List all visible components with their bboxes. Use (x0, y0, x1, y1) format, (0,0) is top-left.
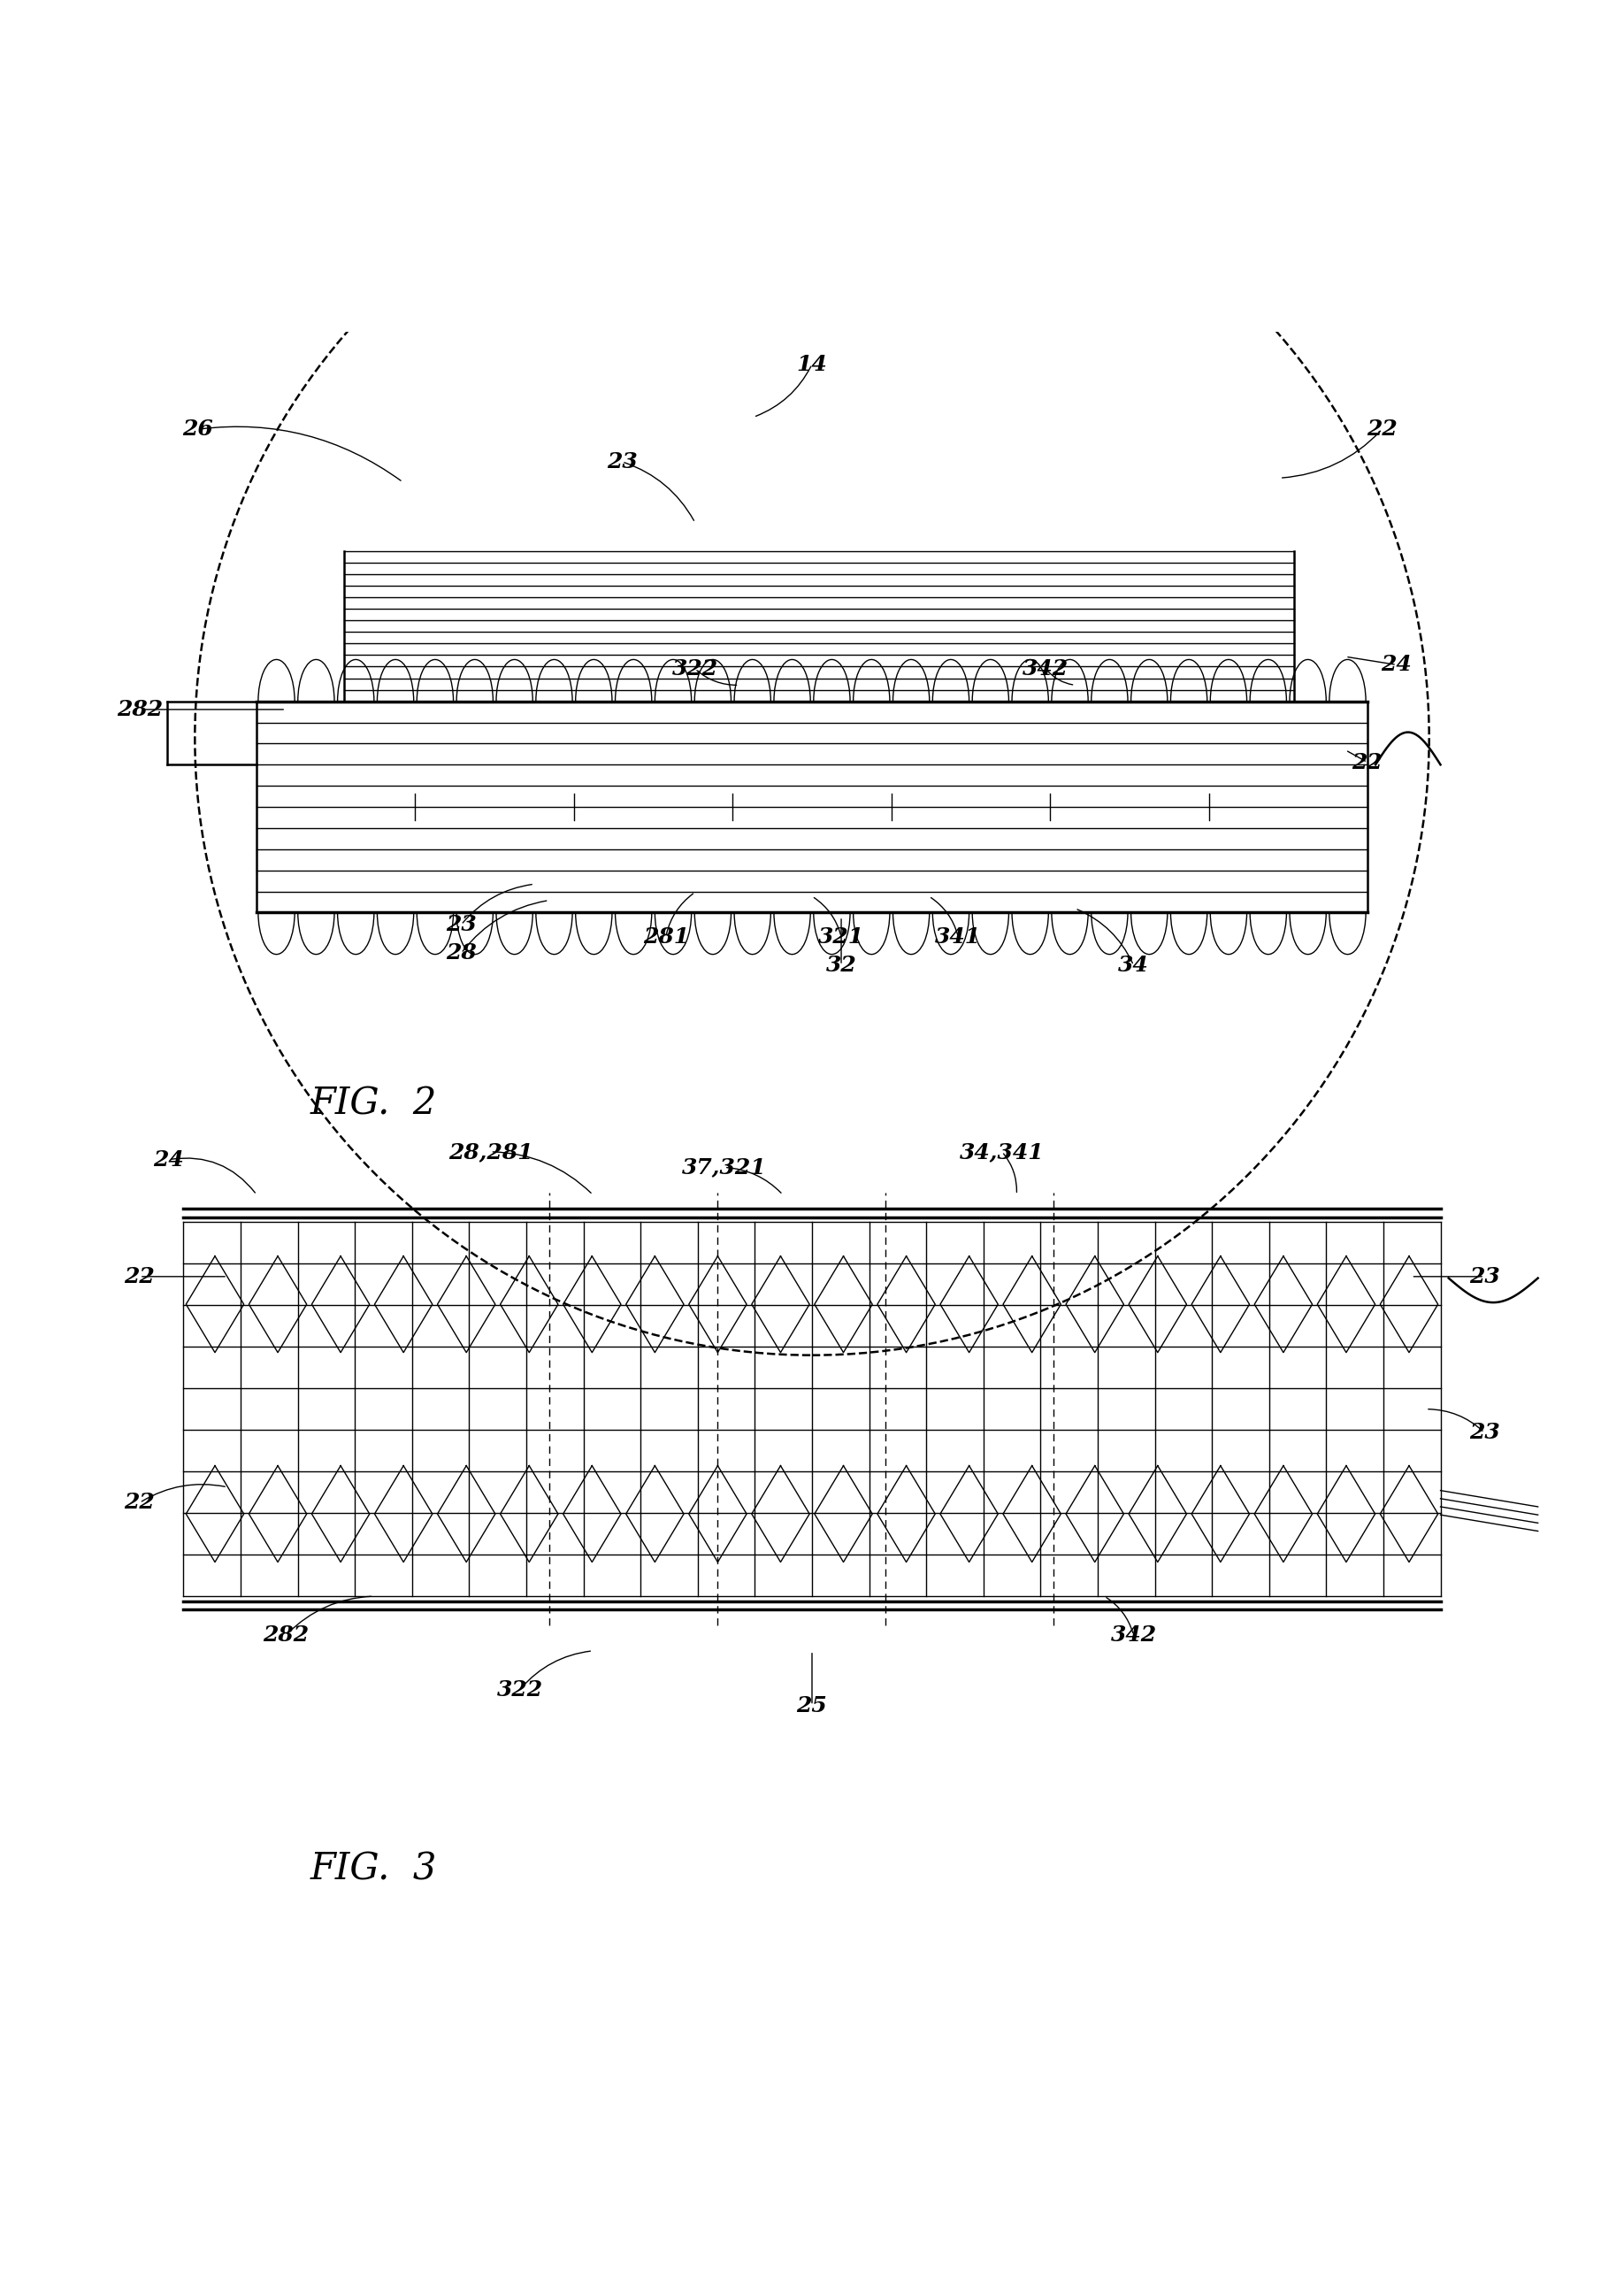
Text: 22: 22 (1367, 419, 1397, 439)
Text: 28,281: 28,281 (448, 1142, 533, 1162)
Text: 34,341: 34,341 (960, 1142, 1044, 1162)
Text: 342: 342 (1111, 1624, 1156, 1645)
Text: 321: 321 (818, 927, 864, 947)
Text: 23: 23 (607, 451, 637, 471)
Text: 28: 28 (447, 943, 476, 963)
Text: 24: 24 (154, 1149, 184, 1169)
Text: FIG.  3: FIG. 3 (310, 1851, 437, 1888)
Text: 14: 14 (797, 355, 827, 375)
Text: 322: 322 (672, 659, 718, 680)
Text: 281: 281 (643, 927, 689, 947)
Text: 23: 23 (447, 915, 476, 936)
Text: 282: 282 (117, 698, 162, 721)
Text: 37,321: 37,321 (682, 1158, 767, 1178)
Text: 25: 25 (797, 1695, 827, 1716)
Text: 341: 341 (935, 927, 981, 947)
Text: 22: 22 (1353, 753, 1382, 773)
Text: 322: 322 (497, 1679, 542, 1700)
Text: 32: 32 (827, 954, 856, 977)
Text: 24: 24 (1382, 654, 1411, 675)
Text: 22: 22 (125, 1492, 154, 1512)
Text: 34: 34 (1119, 954, 1148, 977)
Text: 282: 282 (263, 1624, 309, 1645)
Text: 23: 23 (1470, 1421, 1499, 1444)
Text: 342: 342 (1023, 659, 1069, 680)
Text: 23: 23 (1470, 1265, 1499, 1288)
Text: FIG.  2: FIG. 2 (310, 1085, 437, 1121)
Text: 22: 22 (125, 1265, 154, 1288)
Text: 26: 26 (184, 419, 213, 439)
